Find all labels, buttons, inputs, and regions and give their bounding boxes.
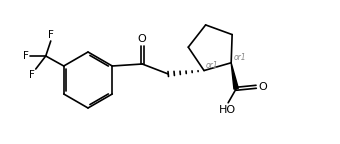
- Text: or1: or1: [233, 53, 246, 62]
- Text: O: O: [258, 82, 267, 92]
- Text: F: F: [23, 51, 29, 61]
- Text: O: O: [138, 34, 147, 44]
- Text: F: F: [48, 30, 54, 40]
- Text: F: F: [29, 70, 35, 80]
- Text: HO: HO: [219, 105, 236, 115]
- Polygon shape: [231, 63, 238, 89]
- Text: or1: or1: [206, 61, 219, 70]
